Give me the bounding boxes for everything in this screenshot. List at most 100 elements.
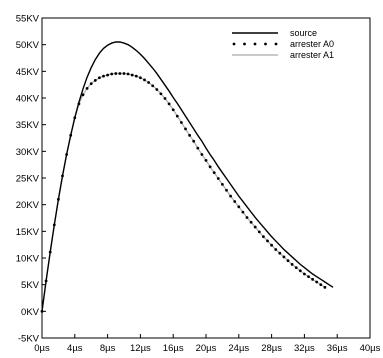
- data-point: [106, 73, 109, 77]
- data-point: [208, 165, 212, 169]
- data-point: [262, 235, 265, 239]
- legend-label: source: [290, 28, 317, 38]
- x-tick-label: 32µs: [294, 343, 315, 354]
- data-point: [233, 200, 237, 203]
- x-tick-label: 12µs: [130, 343, 151, 354]
- data-point: [139, 76, 142, 80]
- data-point: [282, 255, 286, 259]
- data-point: [200, 153, 204, 156]
- data-point: [319, 283, 323, 287]
- data-point: [114, 72, 118, 75]
- legend-entry: arrester A0: [232, 39, 334, 49]
- plot-frame: [41, 17, 371, 339]
- data-point: [98, 76, 101, 80]
- legend-entry: source: [232, 28, 317, 38]
- series-arrester-a1: [41, 72, 326, 312]
- y-tick-label: 15KV: [16, 227, 40, 238]
- data-point: [204, 159, 208, 162]
- x-tick-label: 20µs: [196, 343, 217, 354]
- x-tick-label: 16µs: [163, 343, 184, 354]
- legend-swatch: [243, 42, 246, 46]
- data-point: [130, 73, 134, 77]
- data-point: [180, 121, 183, 124]
- data-point: [216, 177, 220, 180]
- data-point: [89, 82, 93, 85]
- series-arrester-a0: [40, 72, 327, 313]
- data-point: [315, 280, 319, 284]
- x-tick-label: 4µs: [67, 343, 83, 354]
- data-point: [253, 225, 257, 229]
- data-point: [155, 88, 159, 91]
- data-point: [134, 74, 138, 78]
- data-point: [245, 216, 249, 219]
- y-tick-label: 20KV: [16, 200, 40, 211]
- data-point: [225, 188, 228, 192]
- data-point: [85, 87, 89, 90]
- y-tick-label: 55KV: [16, 14, 40, 25]
- y-tick-label: 50KV: [16, 40, 40, 51]
- y-tick-label: 30KV: [16, 147, 40, 158]
- x-tick-label: 28µs: [261, 343, 282, 354]
- data-point: [175, 114, 179, 118]
- data-point: [102, 74, 105, 78]
- data-point: [163, 97, 167, 100]
- y-tick-label: -5KV: [18, 334, 40, 345]
- y-tick-label: 0KV: [21, 307, 40, 318]
- series-line: [41, 41, 334, 312]
- data-point: [266, 239, 269, 243]
- data-point: [151, 84, 155, 88]
- data-point: [229, 194, 233, 198]
- data-point: [294, 266, 298, 269]
- data-point: [221, 183, 224, 186]
- x-tick-label: 0µs: [34, 343, 50, 354]
- data-point: [167, 102, 171, 106]
- y-tick-label: 5KV: [21, 280, 40, 291]
- y-tick-label: 25KV: [16, 174, 40, 185]
- data-point: [303, 272, 306, 276]
- x-axis: 0µs 4µs 8µs 12µs 16µs 20µs 24µs 28µs 32µs 36µs 40µ…: [34, 334, 381, 354]
- data-point: [257, 230, 261, 234]
- x-tick-label: 40µs: [360, 343, 381, 354]
- legend-label: arrester A0: [290, 39, 334, 49]
- legend-label: arrester A1: [290, 50, 334, 60]
- series-line: [41, 72, 326, 312]
- x-tick-label: 36µs: [327, 343, 348, 354]
- legend-swatch: [264, 42, 267, 46]
- data-point: [278, 251, 282, 255]
- data-point: [311, 277, 314, 281]
- legend-entry: arrester A1: [232, 50, 334, 60]
- data-point: [307, 275, 310, 279]
- data-point: [237, 205, 241, 209]
- data-point: [118, 72, 122, 75]
- y-tick-label: 10KV: [16, 254, 40, 265]
- legend-swatch: [232, 42, 236, 46]
- x-tick-label: 8µs: [100, 343, 116, 354]
- data-point: [249, 220, 253, 224]
- series-source: [41, 41, 334, 312]
- data-point: [270, 243, 273, 247]
- data-point: [184, 127, 187, 131]
- data-point: [93, 79, 97, 82]
- data-point: [290, 263, 294, 266]
- data-point: [188, 133, 192, 137]
- y-tick-label: 45KV: [16, 67, 40, 78]
- data-point: [298, 269, 302, 273]
- data-point: [110, 72, 114, 76]
- data-point: [274, 248, 278, 251]
- data-point: [159, 92, 163, 96]
- legend-swatch: [274, 42, 278, 46]
- data-point: [323, 285, 327, 289]
- series-layer: [40, 41, 334, 313]
- data-point: [192, 139, 196, 143]
- data-point: [171, 108, 175, 112]
- data-point: [241, 210, 245, 214]
- data-point: [147, 81, 151, 84]
- x-tick-label: 24µs: [228, 343, 249, 354]
- legend-swatch: [253, 42, 257, 46]
- data-point: [212, 171, 216, 175]
- y-tick-label: 35KV: [16, 120, 40, 131]
- y-tick-label: 40KV: [16, 94, 40, 105]
- data-point: [122, 72, 126, 75]
